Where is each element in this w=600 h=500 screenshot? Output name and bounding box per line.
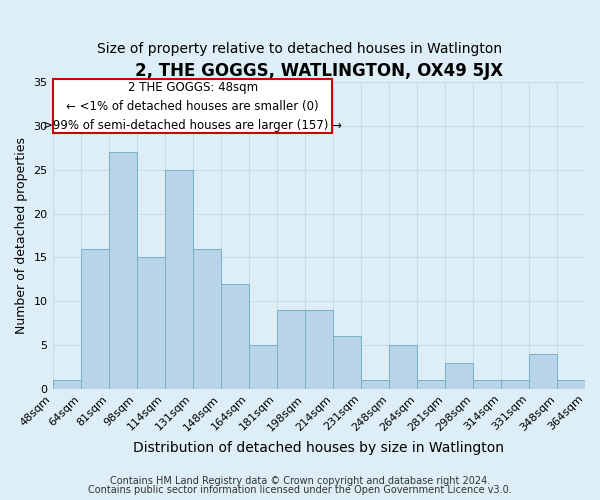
Bar [80, 248, 109, 389]
Text: Contains public sector information licensed under the Open Government Licence v3: Contains public sector information licen… [88, 485, 512, 495]
Bar [557, 380, 585, 389]
Bar [501, 380, 529, 389]
Title: 2, THE GOGGS, WATLINGTON, OX49 5JX: 2, THE GOGGS, WATLINGTON, OX49 5JX [135, 62, 503, 80]
Bar [305, 310, 333, 389]
Bar [109, 152, 137, 389]
Bar [277, 310, 305, 389]
Bar [389, 345, 417, 389]
X-axis label: Distribution of detached houses by size in Watlington: Distribution of detached houses by size … [133, 441, 504, 455]
Bar [445, 362, 473, 389]
Bar [193, 248, 221, 389]
Text: Contains HM Land Registry data © Crown copyright and database right 2024.: Contains HM Land Registry data © Crown c… [110, 476, 490, 486]
Bar [164, 170, 193, 389]
Bar [137, 258, 164, 389]
Bar [417, 380, 445, 389]
Bar [53, 380, 80, 389]
Bar [221, 284, 249, 389]
Text: 2 THE GOGGS: 48sqm
← <1% of detached houses are smaller (0)
>99% of semi-detache: 2 THE GOGGS: 48sqm ← <1% of detached hou… [43, 80, 342, 132]
Bar [249, 345, 277, 389]
FancyBboxPatch shape [53, 80, 332, 133]
Bar [529, 354, 557, 389]
Bar [473, 380, 501, 389]
Bar [333, 336, 361, 389]
Y-axis label: Number of detached properties: Number of detached properties [15, 137, 28, 334]
Bar [361, 380, 389, 389]
Text: Size of property relative to detached houses in Watlington: Size of property relative to detached ho… [97, 42, 503, 56]
